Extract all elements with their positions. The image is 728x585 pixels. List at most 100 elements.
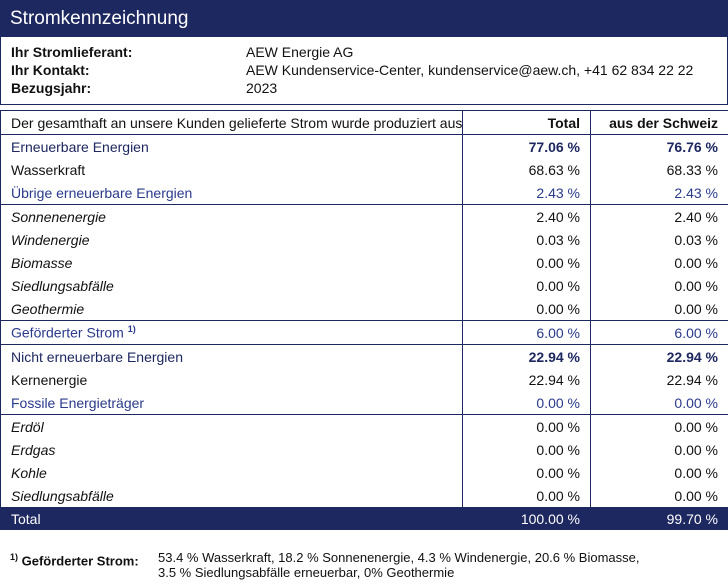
table-row: Erdgas 0.00 % 0.00 % [0,438,728,461]
row-label: Nicht erneuerbare Energien [0,344,463,368]
footnote-line: 53.4 % Wasserkraft, 18.2 % Sonnenenergie… [158,550,640,565]
swiss-cell: 0.00 % [590,274,728,297]
swiss-cell: 99.70 % [590,507,728,530]
table-row: Wasserkraft 68.63 % 68.33 % [0,158,728,181]
total-cell: 0.00 % [462,438,591,461]
info-value: AEW Energie AG [246,44,354,60]
swiss-cell: 22.94 % [590,344,728,368]
total-cell: 2.40 % [462,204,591,228]
swiss-cell: 0.03 % [590,228,728,251]
footnote-label: 1) Geförderter Strom: [10,550,139,568]
total-cell: 100.00 % [462,507,591,530]
total-cell: 0.00 % [462,414,591,438]
footnote-title: Geförderter Strom: [21,553,139,569]
label-text: Geförderter Strom [11,324,124,341]
row-label: Geothermie [0,297,463,321]
label-text: Biomasse [11,254,73,271]
row-label: Übrige erneuerbare Energien [0,181,463,205]
swiss-cell: 22.94 % [590,368,728,391]
table-row: Windenergie 0.03 % 0.03 % [0,228,728,251]
label-text: Erneuerbare Energien [11,138,149,155]
label-text: Nicht erneuerbare Energien [11,348,183,365]
label-text: Übrige erneuerbare Energien [11,184,193,201]
table-row: Nicht erneuerbare Energien 22.94 % 22.94 % [0,344,728,368]
footnote-text: 53.4 % Wasserkraft, 18.2 % Sonnenenergie… [158,550,640,580]
table-row: Fossile Energieträger 0.00 % 0.00 % [0,391,728,415]
column-header: Der gesamthaft an unsere Kunden geliefer… [0,110,463,135]
table-row: Siedlungsabfälle 0.00 % 0.00 % [0,484,728,507]
total-cell: 0.03 % [462,228,591,251]
table-row: Siedlungsabfälle 0.00 % 0.00 % [0,274,728,297]
total-cell: 0.00 % [462,251,591,274]
row-label: Geförderter Strom 1) [0,320,463,345]
label-text: Erdgas [11,441,56,458]
swiss-cell: 0.00 % [590,414,728,438]
row-label: Fossile Energieträger [0,391,463,415]
footnote-line: 3.5 % Siedlungsabfälle erneuerbar, 0% Ge… [158,565,455,580]
label-text: Geothermie [11,300,85,317]
total-label: Total [0,507,463,530]
total-cell: 0.00 % [462,297,591,321]
table-row: Erdöl 0.00 % 0.00 % [0,414,728,438]
row-label: Windenergie [0,228,463,251]
total-cell: 0.00 % [462,274,591,297]
info-label: Bezugsjahr: [11,80,92,96]
label-text: Kohle [11,464,47,481]
info-label: Ihr Stromlieferant: [11,44,133,60]
info-row: Ihr Stromlieferant: AEW Energie AG [1,43,727,61]
row-label: Kohle [0,461,463,484]
swiss-cell: 0.00 % [590,391,728,415]
label-text: Siedlungsabfälle [11,487,114,504]
swiss-cell: 76.76 % [590,134,728,158]
info-row: Ihr Kontakt: AEW Kundenservice-Center, ku… [1,61,727,79]
label-text: Windenergie [11,231,90,248]
total-cell: 6.00 % [462,320,591,345]
label-text: Wasserkraft [11,161,86,178]
column-header: Total [462,110,591,135]
table-row: Biomasse 0.00 % 0.00 % [0,251,728,274]
footnote-mark: 1) [10,552,19,562]
header-row: Der gesamthaft an unsere Kunden geliefer… [0,110,728,135]
table-row: Kohle 0.00 % 0.00 % [0,461,728,484]
label-text: Fossile Energieträger [11,394,145,411]
info-row: Bezugsjahr: 2023 [1,79,727,97]
table-row: Erneuerbare Energien 77.06 % 76.76 % [0,134,728,158]
total-cell: 2.43 % [462,181,591,205]
info-label: Ihr Kontakt: [11,62,90,78]
row-label: Sonnenenergie [0,204,463,228]
label-text: Siedlungsabfälle [11,277,114,294]
table: Der gesamthaft an unsere Kunden geliefer… [0,110,728,530]
title-bar: Stromkennzeichnung [0,0,728,37]
swiss-cell: 6.00 % [590,320,728,345]
column-header: aus der Schweiz [590,110,728,135]
swiss-cell: 2.40 % [590,204,728,228]
total-cell: 22.94 % [462,368,591,391]
row-label: Siedlungsabfälle [0,274,463,297]
note-mark: 1) [127,324,136,335]
row-label: Erdgas [0,438,463,461]
row-label: Kernenergie [0,368,463,391]
swiss-cell: 0.00 % [590,484,728,507]
table-row: Übrige erneuerbare Energien 2.43 % 2.43 % [0,181,728,205]
swiss-cell: 2.43 % [590,181,728,205]
table-row: Sonnenenergie 2.40 % 2.40 % [0,204,728,228]
info-value: AEW Kundenservice-Center, kundenservice@… [246,62,694,78]
row-label: Biomasse [0,251,463,274]
info-box: Ihr Stromlieferant: AEW Energie AG Ihr Kon… [0,37,728,105]
swiss-cell: 0.00 % [590,461,728,484]
total-cell: 0.00 % [462,461,591,484]
total-cell: 0.00 % [462,484,591,507]
row-label: Erneuerbare Energien [0,134,463,158]
row-label: Erdöl [0,414,463,438]
swiss-cell: 0.00 % [590,251,728,274]
row-label: Wasserkraft [0,158,463,181]
total-row: Total 100.00 % 99.70 % [0,507,728,530]
info-value: 2023 [246,80,278,96]
label-text: Kernenergie [11,371,88,388]
total-cell: 22.94 % [462,344,591,368]
total-cell: 77.06 % [462,134,591,158]
table-row: Kernenergie 22.94 % 22.94 % [0,368,728,391]
table-row: Geförderter Strom 1) 6.00 % 6.00 % [0,320,728,345]
row-label: Siedlungsabfälle [0,484,463,507]
total-cell: 68.63 % [462,158,591,181]
